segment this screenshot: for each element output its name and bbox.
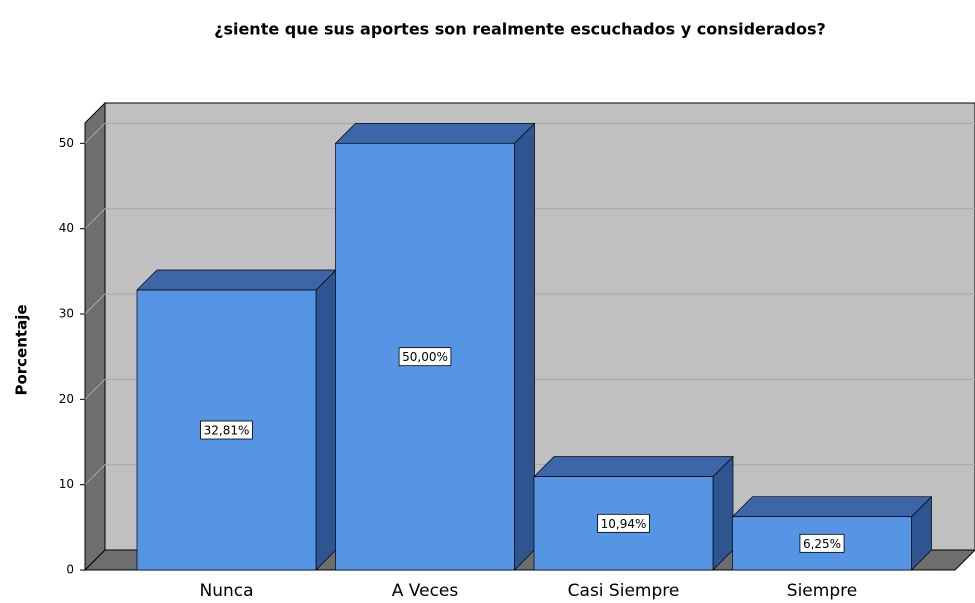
x-tick-label: Siempre	[787, 581, 857, 601]
grid-line	[84, 122, 975, 144]
value-label-box	[799, 533, 845, 553]
value-label-box	[398, 347, 452, 367]
chart-title: ¿siente que sus aportes son realmente es…	[214, 20, 826, 39]
bar-top	[533, 456, 734, 477]
value-label: 32,81%	[204, 424, 250, 438]
y-tick-label: 10	[59, 477, 74, 491]
y-tick-label: 30	[59, 307, 74, 321]
value-label-box	[200, 420, 253, 440]
y-tick-label: 0	[66, 563, 74, 577]
y-axis-label: Porcentaje	[13, 304, 31, 395]
y-tick-label: 50	[59, 136, 74, 150]
x-tick-label: Nunca	[199, 581, 253, 601]
side-wall	[84, 101, 106, 572]
value-label: 10,94%	[601, 517, 647, 531]
grid-line	[84, 293, 975, 315]
bar-top	[136, 269, 337, 291]
grid-line	[84, 378, 975, 400]
grid-line	[84, 208, 975, 230]
value-label: 50,00%	[402, 350, 448, 364]
x-tick-label: A Veces	[392, 581, 459, 601]
value-label: 6,25%	[803, 537, 841, 551]
y-tick-label: 40	[59, 221, 74, 235]
bar-top	[334, 122, 536, 144]
bars: 32,81% 50,00% 10,94% 6,25%	[136, 122, 933, 571]
bar-side	[315, 269, 337, 571]
value-label-box	[597, 513, 650, 533]
bar-side	[514, 122, 535, 571]
bar-top	[731, 496, 933, 518]
x-tick-label: Casi Siempre	[568, 581, 680, 601]
y-tick-label: 20	[59, 392, 74, 406]
